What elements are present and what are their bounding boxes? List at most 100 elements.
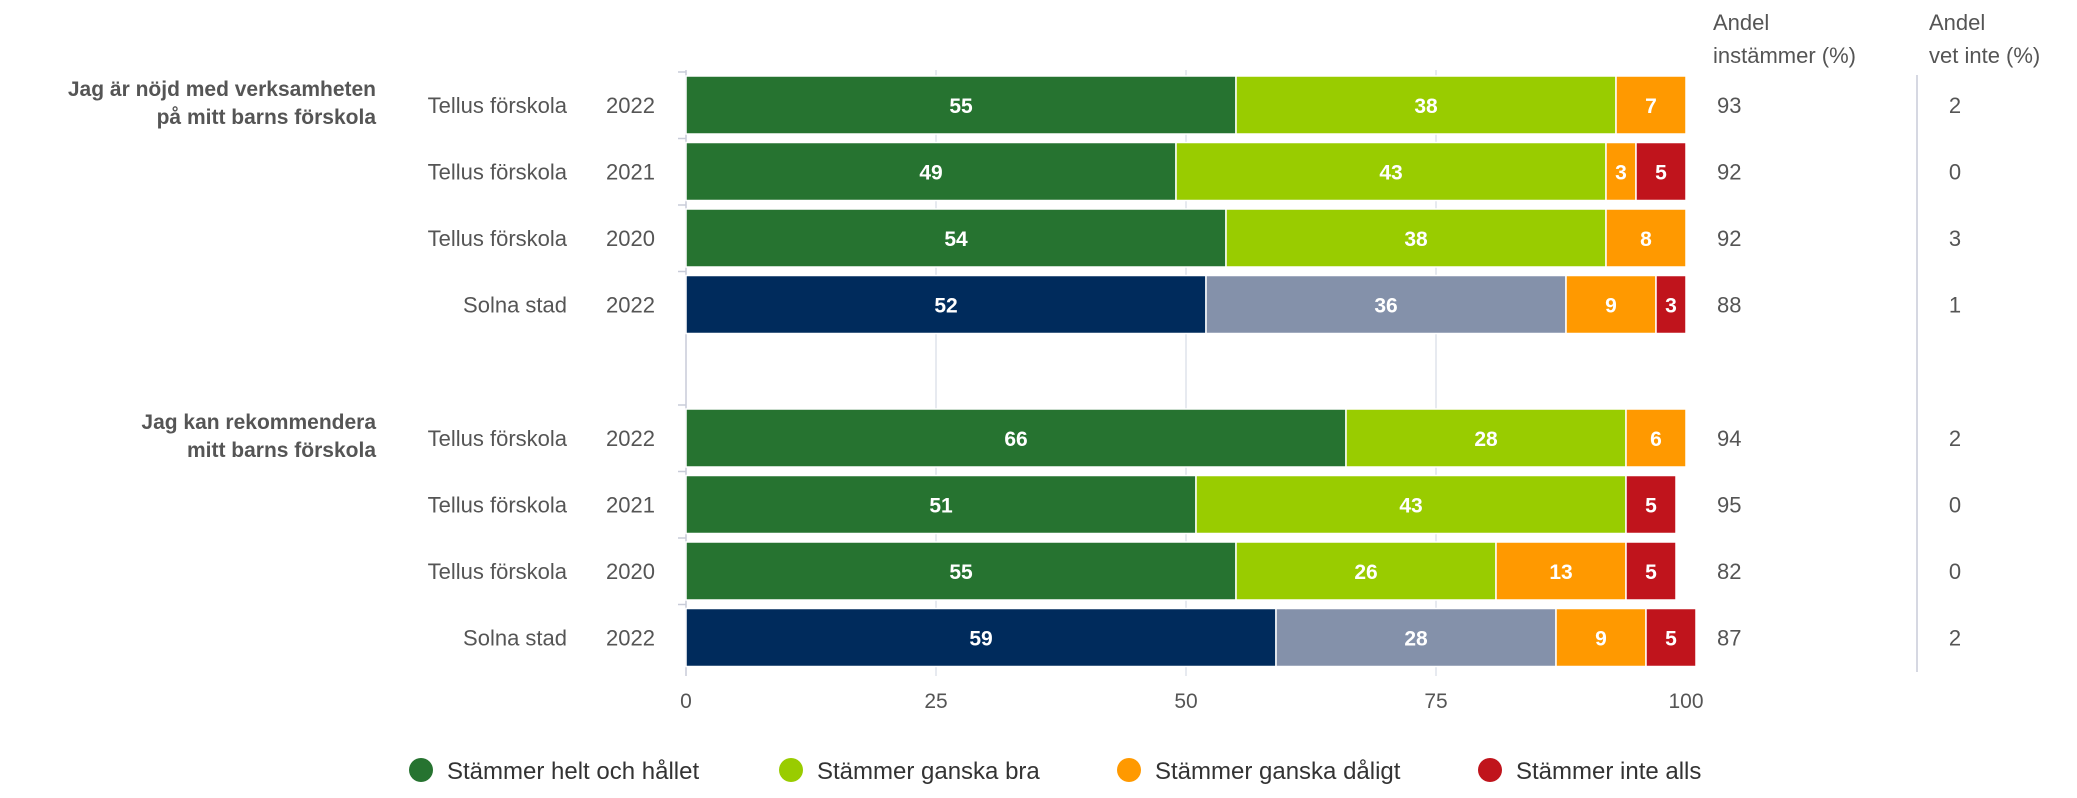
bar-segment <box>1635 141 1687 202</box>
bar-value-label: 66 <box>1004 428 1027 451</box>
bar-segment <box>1605 208 1687 268</box>
unit-label: Tellus förskola <box>428 559 568 584</box>
agree-value: 93 <box>1717 93 1741 118</box>
year-label: 2021 <box>606 493 655 518</box>
year-label: 2022 <box>606 293 655 318</box>
bar-segment <box>1615 75 1687 135</box>
bar-value-label: 0 <box>1688 428 1700 451</box>
dont-know-value: 1 <box>1949 293 1961 318</box>
bar-value-label: 3 <box>1665 295 1677 318</box>
unit-label: Solna stad <box>463 293 567 318</box>
legend-marker <box>1478 758 1502 782</box>
bar-segment <box>1655 274 1687 335</box>
bar-value-label: 28 <box>1474 428 1498 451</box>
unit-label: Tellus förskola <box>428 93 568 118</box>
x-tick-label: 50 <box>1174 690 1197 713</box>
bar-segment <box>1625 541 1677 601</box>
x-tick-label: 100 <box>1668 690 1703 713</box>
bar-value-label: 6 <box>1650 428 1662 451</box>
bar-segment <box>685 208 1227 268</box>
unit-label: Tellus förskola <box>428 426 568 451</box>
year-label: 2022 <box>606 626 655 651</box>
bar-value-label: 5 <box>1645 495 1657 518</box>
dont-know-value: 0 <box>1949 160 1961 185</box>
question-label: mitt barns förskola <box>187 439 376 462</box>
bar-segment <box>685 541 1237 601</box>
legend-marker <box>779 758 803 782</box>
bar-value-label: 59 <box>969 628 992 651</box>
bar-value-label: 38 <box>1404 228 1428 251</box>
bar-segment <box>1495 541 1627 601</box>
dont-know-value: 0 <box>1949 493 1961 518</box>
bar-value-label: 43 <box>1399 495 1422 518</box>
bar-value-label: 9 <box>1595 628 1607 651</box>
dont-know-value: 2 <box>1949 93 1961 118</box>
year-label: 2020 <box>606 226 655 251</box>
bar-value-label: 5 <box>1645 561 1657 584</box>
bar-value-label: 36 <box>1374 295 1397 318</box>
x-tick-label: 75 <box>1424 690 1447 713</box>
legend-marker <box>409 758 433 782</box>
bar-value-label: 3 <box>1615 162 1627 185</box>
bar-value-label: 49 <box>919 162 942 185</box>
legend-label: Stämmer helt och hållet <box>447 758 699 785</box>
unit-label: Tellus förskola <box>428 226 568 251</box>
bar-value-label: 55 <box>949 95 973 118</box>
bar-value-label: 43 <box>1379 162 1402 185</box>
bar-value-label: 8 <box>1640 228 1652 251</box>
bar-segment <box>1605 141 1637 202</box>
legend-label: Stämmer ganska dåligt <box>1155 758 1401 785</box>
bar-value-label: 51 <box>929 495 953 518</box>
bar-segment <box>1175 141 1607 202</box>
x-tick-label: 25 <box>924 690 947 713</box>
bar-value-label: 52 <box>934 295 957 318</box>
bar-value-label: 7 <box>1645 95 1657 118</box>
bar-value-label: 9 <box>1605 295 1617 318</box>
bar-segment <box>1225 208 1607 268</box>
question-label: Jag kan rekommendera <box>141 411 376 434</box>
bar-value-label: 13 <box>1549 561 1572 584</box>
year-label: 2021 <box>606 160 655 185</box>
question-label: Jag är nöjd med verksamheten <box>68 78 376 101</box>
agree-value: 82 <box>1717 559 1741 584</box>
bar-value-label: 5 <box>1655 162 1667 185</box>
agree-column-header: instämmer (%) <box>1713 43 1856 68</box>
x-tick-label: 0 <box>680 690 692 713</box>
bar-value-label: 0 <box>1688 95 1700 118</box>
dont-know-column-header: vet inte (%) <box>1929 43 2040 68</box>
bar-segment <box>1235 541 1497 601</box>
agree-value: 87 <box>1717 626 1741 651</box>
dont-know-value: 3 <box>1949 226 1961 251</box>
bar-segment <box>1195 474 1627 535</box>
bar-segment <box>685 408 1347 468</box>
year-label: 2022 <box>606 426 655 451</box>
bar-segment <box>1645 607 1697 668</box>
bar-value-label: 55 <box>949 561 973 584</box>
bar-value-label: 5 <box>1665 628 1677 651</box>
dont-know-value: 0 <box>1949 559 1961 584</box>
unit-label: Tellus förskola <box>428 160 568 185</box>
bar-value-label: 0 <box>1688 228 1700 251</box>
question-label: på mitt barns förskola <box>157 106 377 129</box>
bar-segment <box>1625 474 1677 535</box>
dont-know-value: 2 <box>1949 426 1961 451</box>
bar-value-label: 26 <box>1354 561 1377 584</box>
bar-segment <box>1345 408 1627 468</box>
bar-segment <box>685 607 1277 668</box>
bar-segment <box>1565 274 1657 335</box>
agree-value: 94 <box>1717 426 1741 451</box>
legend-marker <box>1117 758 1141 782</box>
bar-segment <box>1275 607 1557 668</box>
year-label: 2022 <box>606 93 655 118</box>
unit-label: Tellus förskola <box>428 493 568 518</box>
agree-column-header: Andel <box>1713 10 1769 35</box>
agree-value: 92 <box>1717 226 1741 251</box>
agree-value: 88 <box>1717 293 1741 318</box>
legend-label: Stämmer inte alls <box>1516 758 1701 785</box>
bar-segment <box>1625 408 1687 468</box>
bar-segment <box>685 474 1197 535</box>
dont-know-column-header: Andel <box>1929 10 1985 35</box>
agree-value: 95 <box>1717 493 1741 518</box>
